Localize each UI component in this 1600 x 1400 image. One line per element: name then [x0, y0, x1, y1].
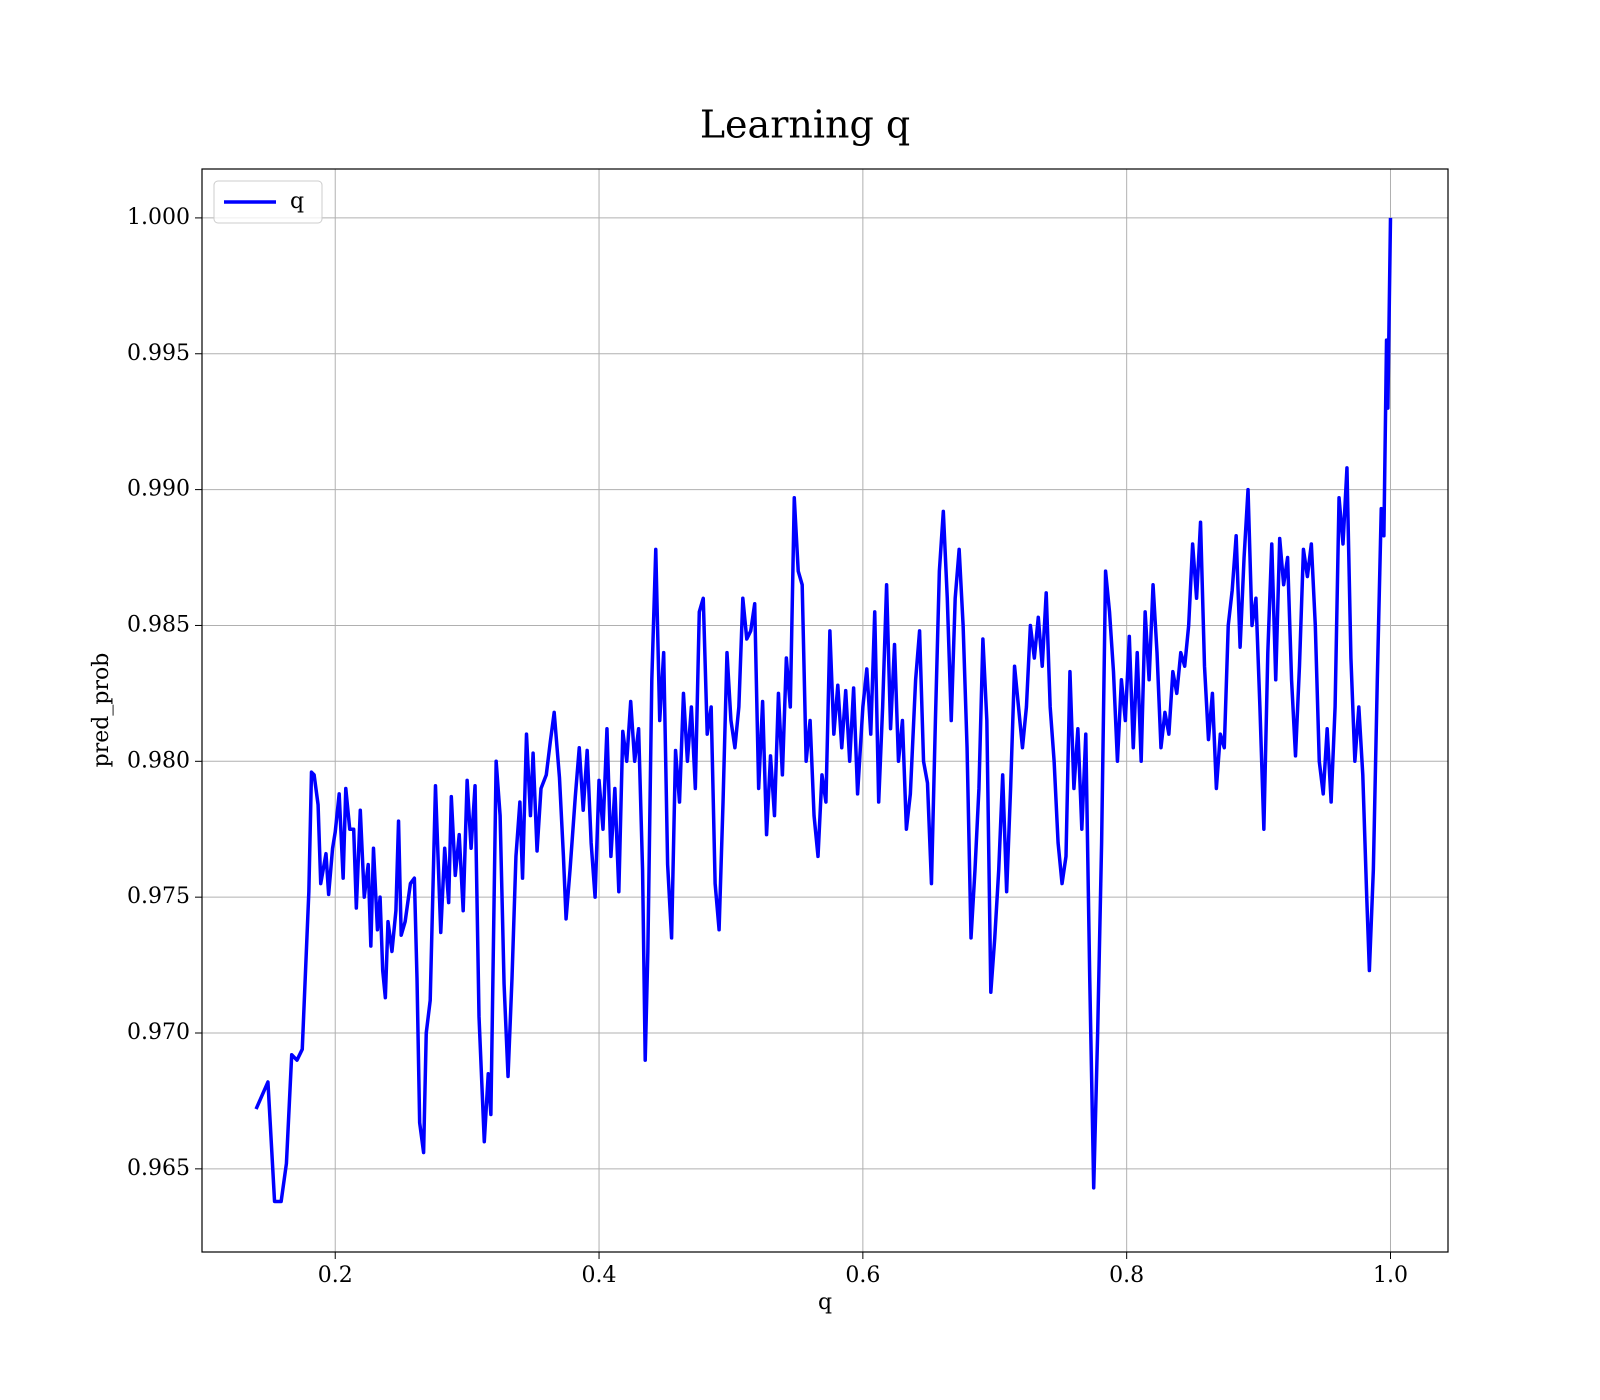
legend-label: q — [290, 189, 304, 214]
y-tick-label: 0.995 — [127, 341, 190, 366]
y-tick-label: 0.970 — [127, 1020, 190, 1045]
y-tick-label: 0.975 — [127, 884, 190, 909]
y-tick-label: 0.980 — [127, 748, 190, 773]
x-tick-label: 0.2 — [318, 1263, 353, 1288]
y-tick-label: 0.990 — [127, 477, 190, 502]
x-tick-label: 1.0 — [1373, 1263, 1408, 1288]
x-tick-label: 0.4 — [582, 1263, 617, 1288]
y-tick-label: 1.000 — [127, 205, 190, 230]
chart-title: Learning q — [700, 103, 910, 147]
y-axis-label: pred_prob — [89, 653, 114, 768]
x-axis-label: q — [818, 1290, 832, 1315]
y-tick-label: 0.965 — [127, 1156, 190, 1181]
x-tick-label: 0.8 — [1109, 1263, 1144, 1288]
y-tick-label: 0.985 — [127, 612, 190, 637]
plot-frame — [201, 168, 1449, 1253]
data-line — [254, 217, 1393, 1204]
x-tick-label: 0.6 — [845, 1263, 880, 1288]
